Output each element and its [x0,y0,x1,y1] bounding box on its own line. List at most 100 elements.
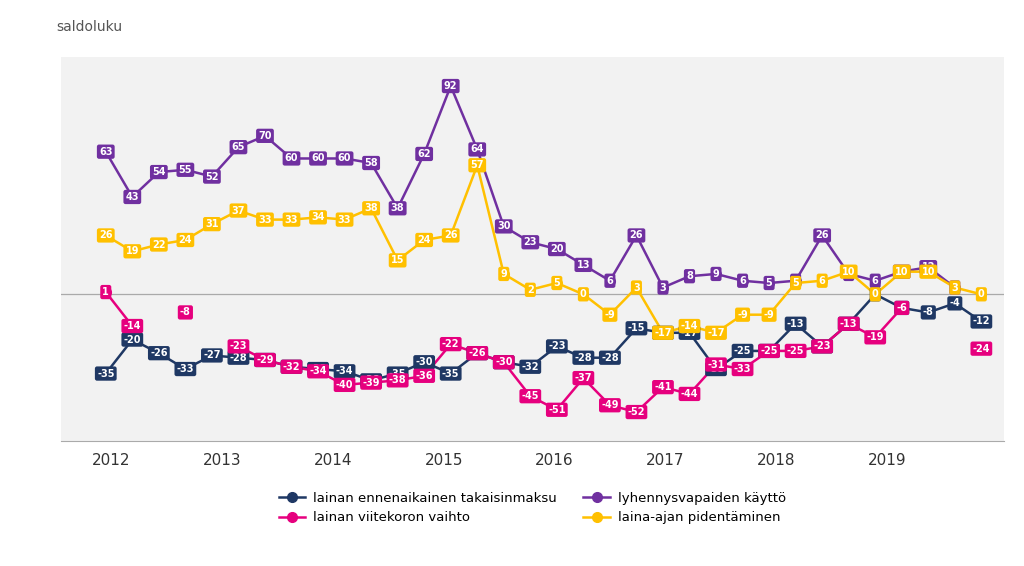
Text: 9: 9 [713,269,720,279]
Text: 92: 92 [444,81,458,91]
Text: 65: 65 [231,142,245,152]
Text: -33: -33 [708,364,725,374]
Text: -51: -51 [548,405,565,415]
Text: -17: -17 [708,328,725,338]
Text: 26: 26 [815,230,828,241]
Text: -23: -23 [813,341,830,351]
Text: -32: -32 [521,362,539,372]
Text: 10: 10 [895,267,908,277]
Text: -33: -33 [734,364,752,374]
Text: 30: 30 [497,221,511,231]
Text: -14: -14 [681,321,698,331]
Text: 37: 37 [231,205,245,216]
Text: saldoluku: saldoluku [56,19,123,33]
Text: 60: 60 [338,153,351,164]
Text: 5: 5 [766,278,772,288]
Text: 8: 8 [686,271,693,281]
Text: 5: 5 [793,278,799,288]
Text: -40: -40 [336,380,353,390]
Text: 33: 33 [285,215,298,225]
Legend: lainan ennenaikainen takaisinmaksu, lainan viitekoron vaihto, lyhennysvapaiden k: lainan ennenaikainen takaisinmaksu, lain… [273,487,792,530]
Text: 43: 43 [126,192,139,202]
Text: 23: 23 [523,237,537,247]
Text: -13: -13 [840,319,857,329]
Text: -38: -38 [389,375,407,385]
Text: -27: -27 [203,350,220,361]
Text: 22: 22 [153,239,166,250]
Text: -24: -24 [973,344,990,354]
Text: 5: 5 [553,278,560,288]
Text: -33: -33 [176,364,195,374]
Text: 57: 57 [470,160,484,170]
Text: -9: -9 [764,310,774,320]
Text: 58: 58 [365,158,378,168]
Text: 24: 24 [178,235,193,245]
Text: -38: -38 [362,375,380,385]
Text: -22: -22 [442,339,460,349]
Text: 0: 0 [978,289,985,299]
Text: 6: 6 [606,276,613,286]
Text: -36: -36 [416,371,433,381]
Text: 3: 3 [633,282,640,293]
Text: 6: 6 [739,276,745,286]
Text: 26: 26 [99,230,113,241]
Text: -26: -26 [469,348,486,358]
Text: -23: -23 [229,341,247,351]
Text: -29: -29 [256,355,273,365]
Text: 6: 6 [871,276,879,286]
Text: -45: -45 [521,391,539,401]
Text: -49: -49 [601,400,618,410]
Text: -4: -4 [949,298,961,308]
Text: -28: -28 [574,353,592,363]
Text: -31: -31 [708,359,725,370]
Text: 12: 12 [922,262,935,272]
Text: -13: -13 [840,319,857,329]
Text: 54: 54 [153,167,166,177]
Text: 2: 2 [527,285,534,295]
Text: 13: 13 [577,260,590,270]
Text: -37: -37 [574,373,592,383]
Text: -33: -33 [309,364,327,374]
Text: -28: -28 [601,353,618,363]
Text: -30: -30 [495,357,513,367]
Text: 10: 10 [895,267,908,277]
Text: -14: -14 [124,321,141,331]
Text: 31: 31 [205,219,219,229]
Text: 9: 9 [846,269,852,279]
Text: 3: 3 [951,282,958,293]
Text: -9: -9 [737,310,748,320]
Text: 3: 3 [659,282,667,293]
Text: 62: 62 [418,149,431,159]
Text: 60: 60 [311,153,325,164]
Text: 26: 26 [444,230,458,241]
Text: -32: -32 [283,362,300,372]
Text: 6: 6 [793,276,799,286]
Text: -25: -25 [761,346,778,356]
Text: 34: 34 [311,212,325,222]
Text: -25: -25 [734,346,752,356]
Text: -12: -12 [973,316,990,327]
Text: 55: 55 [178,165,193,175]
Text: -17: -17 [654,328,672,338]
Text: 0: 0 [580,289,587,299]
Text: -20: -20 [124,335,141,345]
Text: -52: -52 [628,407,645,417]
Text: -17: -17 [654,328,672,338]
Text: 52: 52 [205,171,219,182]
Text: 0: 0 [871,289,879,299]
Text: -26: -26 [469,348,486,358]
Text: -23: -23 [548,341,565,351]
Text: 0: 0 [871,289,879,299]
Text: -35: -35 [389,368,407,379]
Text: -30: -30 [416,357,433,367]
Text: 20: 20 [550,244,563,254]
Text: -25: -25 [761,346,778,356]
Text: 33: 33 [338,215,351,225]
Text: 38: 38 [365,203,378,213]
Text: 64: 64 [470,144,484,155]
Text: -25: -25 [786,346,805,356]
Text: 6: 6 [819,276,825,286]
Text: -39: -39 [362,378,380,388]
Text: -28: -28 [229,353,247,363]
Text: 70: 70 [258,131,271,141]
